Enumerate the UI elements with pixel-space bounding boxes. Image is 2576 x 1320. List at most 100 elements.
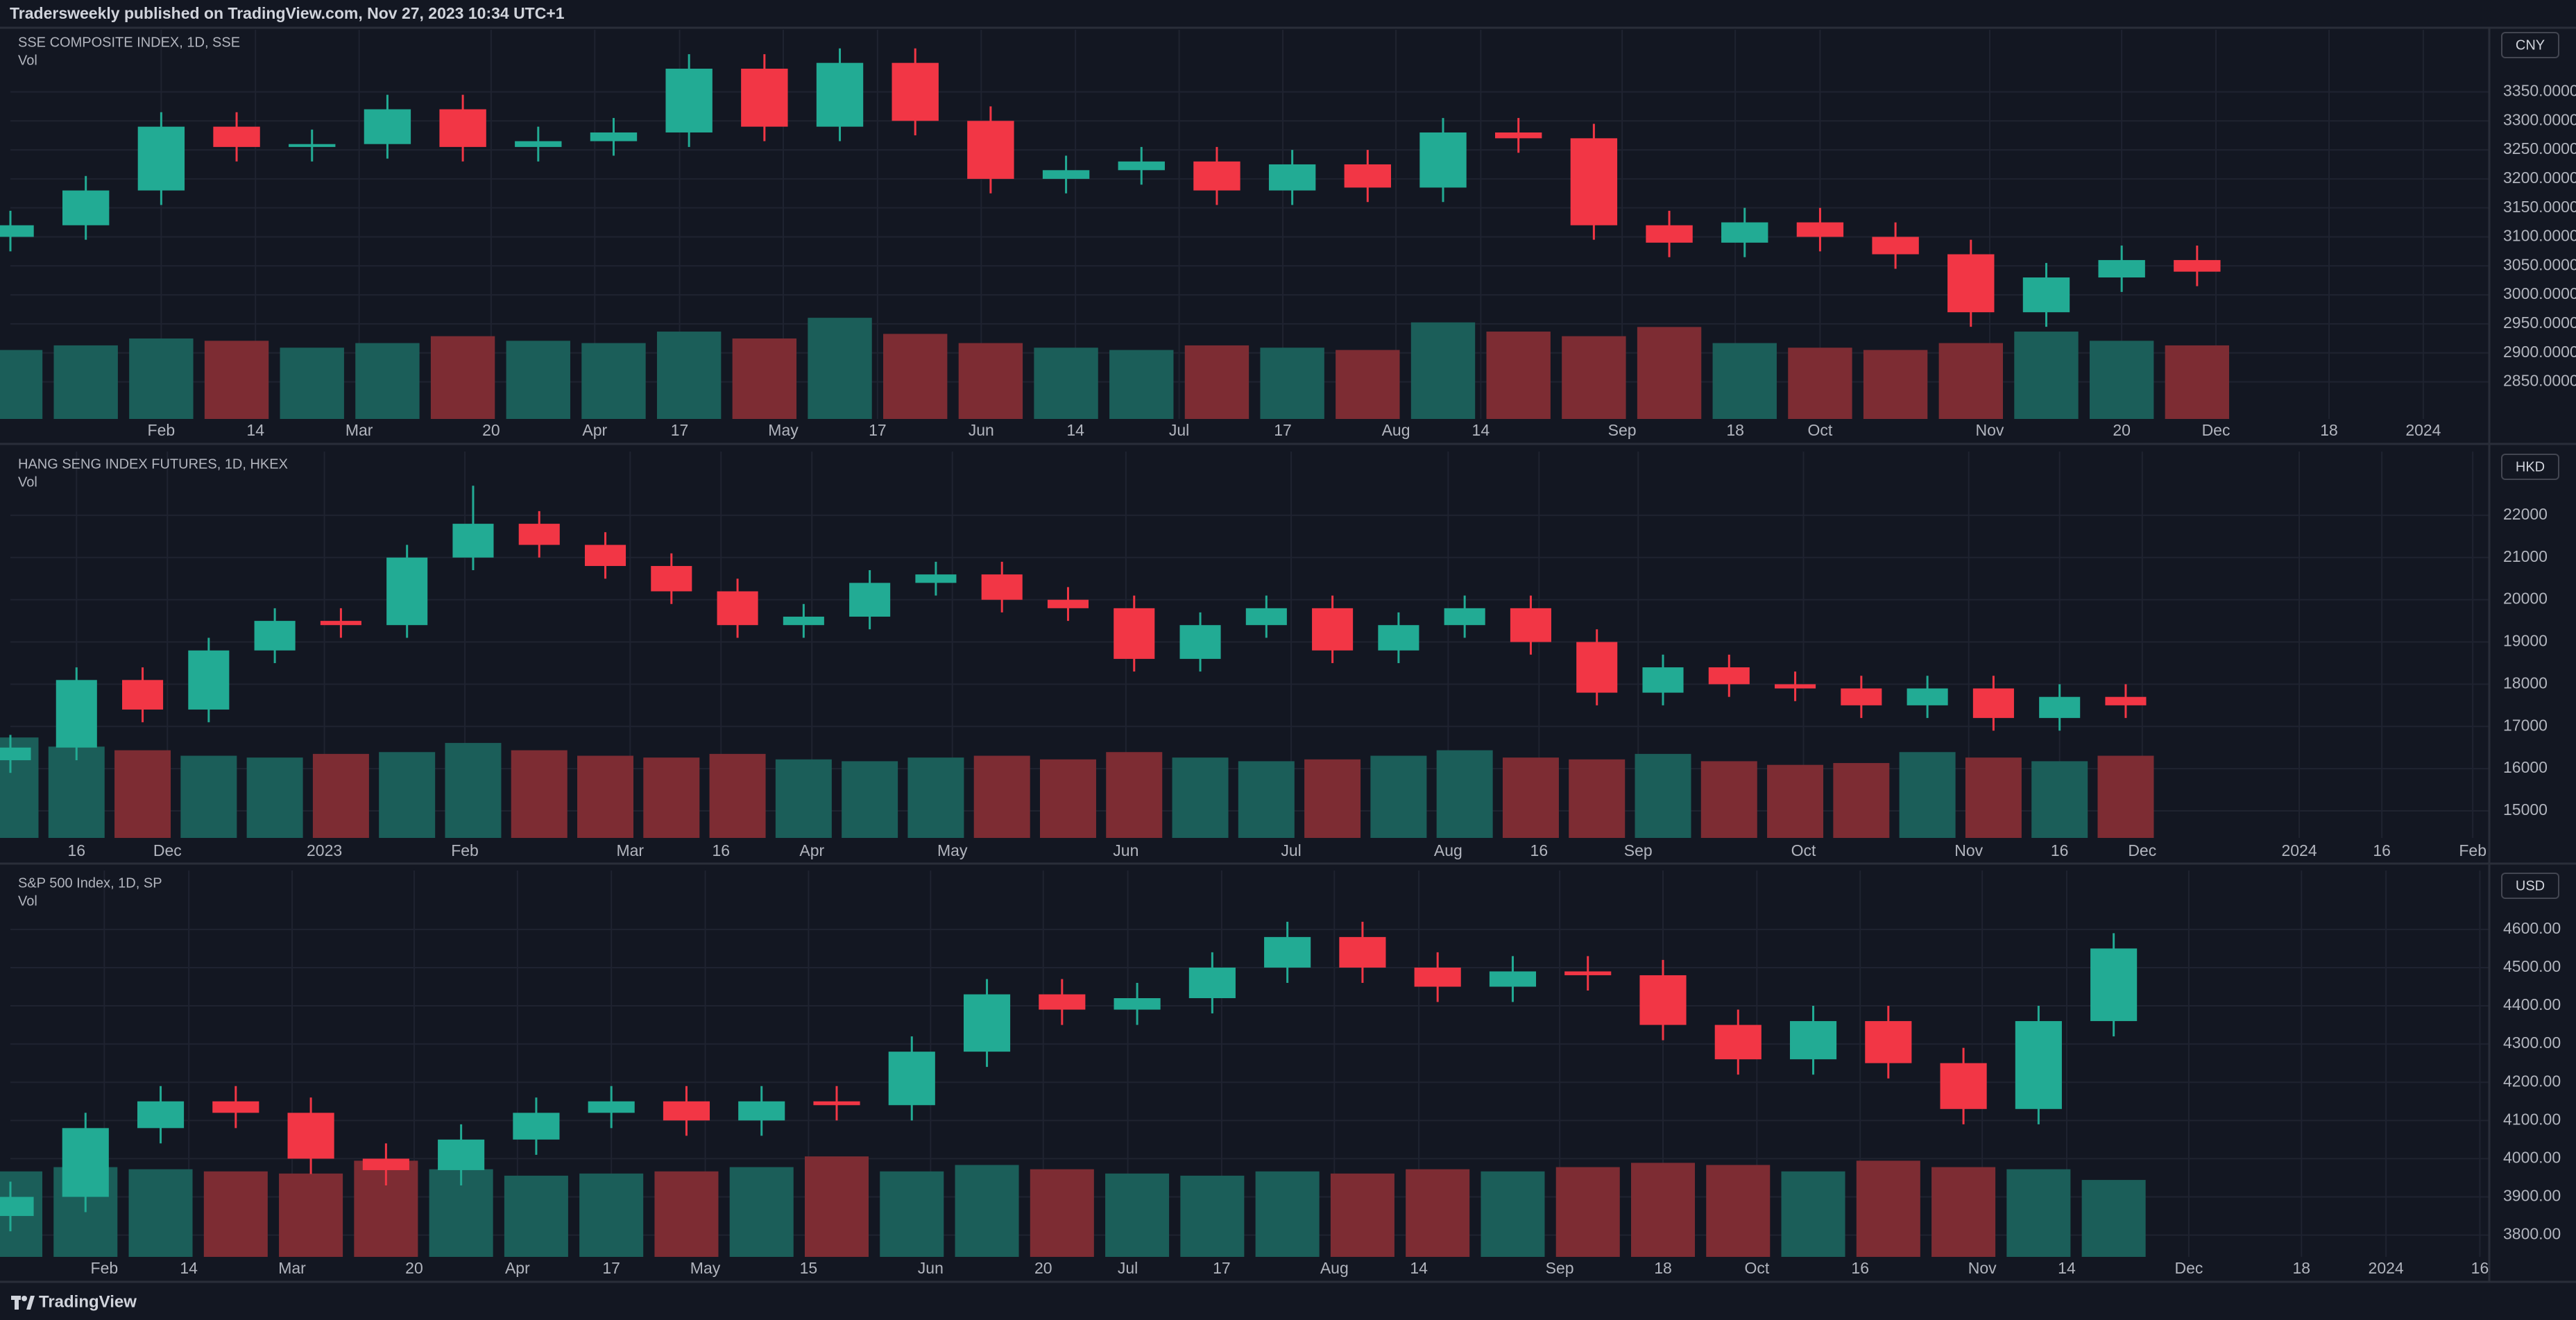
candle-body bbox=[1796, 222, 1844, 237]
header-text: Tradersweekly published on TradingView.c… bbox=[10, 4, 565, 22]
x-tick-label: 18 bbox=[1654, 1259, 1672, 1277]
x-tick-label: 16 bbox=[2051, 841, 2069, 859]
candle-body bbox=[439, 109, 486, 147]
candle-body bbox=[452, 524, 494, 558]
y-tick-label: 16000 bbox=[2503, 758, 2548, 776]
y-tick-label: 2900.0000 bbox=[2503, 343, 2576, 361]
y-tick-label: 3350.0000 bbox=[2503, 82, 2576, 100]
candle-body bbox=[1047, 599, 1089, 608]
y-tick-label: 21000 bbox=[2503, 547, 2548, 565]
volume-bar bbox=[1833, 763, 1890, 838]
volume-bar bbox=[955, 1165, 1019, 1257]
volume-bar bbox=[1637, 327, 1702, 419]
candle-body bbox=[741, 69, 788, 127]
candle-body bbox=[513, 1113, 560, 1140]
volume-bar bbox=[1555, 1167, 1620, 1257]
volume-bar bbox=[204, 341, 269, 419]
volume-bar bbox=[1502, 757, 1559, 838]
volume-bar bbox=[732, 338, 797, 419]
candle-body bbox=[1646, 225, 1693, 243]
x-tick-label: Feb bbox=[2459, 841, 2487, 859]
volume-bar bbox=[180, 755, 237, 838]
candle-body bbox=[2039, 696, 2081, 719]
volume-bar bbox=[808, 318, 872, 419]
x-tick-label: 14 bbox=[1472, 421, 1490, 439]
volume-bar bbox=[709, 753, 766, 838]
y-tick-label: 4300.00 bbox=[2503, 1034, 2561, 1052]
x-tick-label: 17 bbox=[602, 1259, 620, 1277]
candle-body bbox=[62, 190, 110, 225]
volume-bar bbox=[1406, 1169, 1470, 1257]
currency-box bbox=[2501, 454, 2559, 480]
candle-body bbox=[2090, 948, 2138, 1022]
candle-body bbox=[1414, 967, 1461, 987]
x-tick-label: 16 bbox=[2471, 1259, 2489, 1277]
candle-body bbox=[0, 747, 31, 760]
volume-bar bbox=[581, 343, 646, 419]
x-tick-label: Apr bbox=[582, 421, 607, 439]
candle-body bbox=[963, 994, 1011, 1052]
candle-body bbox=[1245, 608, 1287, 626]
x-tick-label: Jul bbox=[1281, 841, 1301, 859]
logo bbox=[11, 1296, 35, 1310]
volume-bar bbox=[1856, 1160, 1920, 1257]
candle-body bbox=[2174, 259, 2221, 272]
x-tick-label: 17 bbox=[1213, 1259, 1231, 1277]
candle-body bbox=[1721, 222, 1768, 243]
candle-body bbox=[1339, 936, 1386, 968]
candle-body bbox=[438, 1139, 485, 1170]
volume-bar bbox=[2089, 341, 2154, 419]
volume-bar bbox=[1304, 759, 1361, 838]
volume-bar bbox=[379, 752, 436, 838]
volume-bar bbox=[511, 750, 568, 838]
candle-body bbox=[1188, 967, 1236, 999]
x-tick-label: Jul bbox=[1118, 1259, 1138, 1277]
volume-bar bbox=[1106, 752, 1163, 838]
candle-body bbox=[651, 565, 692, 592]
y-tick-label: 2850.0000 bbox=[2503, 372, 2576, 390]
candle-body bbox=[2105, 696, 2147, 705]
pane-title: SSE COMPOSITE INDEX, 1D, SSE bbox=[18, 35, 240, 50]
candle-body bbox=[1865, 1021, 1912, 1063]
pane-title: S&P 500 Index, 1D, SP bbox=[18, 875, 162, 891]
candle-body bbox=[2022, 277, 2070, 313]
volume-bar bbox=[504, 1175, 568, 1257]
volume-bar bbox=[1630, 1163, 1696, 1257]
x-tick-label: Aug bbox=[1320, 1259, 1349, 1277]
x-tick-label: Nov bbox=[1954, 841, 1983, 859]
y-tick-label: 19000 bbox=[2503, 632, 2548, 650]
currency-label: CNY bbox=[2516, 37, 2545, 53]
x-tick-label: 18 bbox=[2293, 1259, 2311, 1277]
candle-body bbox=[62, 1128, 109, 1197]
candle-body bbox=[888, 1052, 935, 1106]
volume-bar bbox=[883, 334, 948, 419]
footer-brand: TradingView bbox=[39, 1292, 137, 1311]
volume-bar bbox=[279, 1173, 343, 1257]
candle-body bbox=[1193, 161, 1240, 191]
candle-body bbox=[1312, 608, 1354, 651]
candle-body bbox=[738, 1101, 785, 1121]
currency-label: HKD bbox=[2516, 459, 2545, 474]
volume-bar bbox=[2097, 755, 2154, 838]
volume-bar bbox=[312, 753, 369, 838]
volume-bar bbox=[203, 1171, 268, 1257]
candle-body bbox=[515, 141, 562, 147]
volume-bar bbox=[958, 343, 1023, 419]
currency-box bbox=[2501, 32, 2559, 58]
y-tick-label: 3200.0000 bbox=[2503, 169, 2576, 187]
y-tick-label: 17000 bbox=[2503, 716, 2548, 734]
currency-box bbox=[2501, 873, 2559, 899]
volume-bar bbox=[842, 761, 898, 838]
volume-bar bbox=[1184, 345, 1249, 419]
currency-label: USD bbox=[2516, 878, 2545, 893]
x-tick-label: Oct bbox=[1791, 841, 1816, 859]
x-tick-label: May bbox=[690, 1259, 721, 1277]
x-tick-label: Mar bbox=[346, 421, 373, 439]
candle-body bbox=[1118, 161, 1165, 171]
candle-body bbox=[122, 680, 164, 710]
y-tick-label: 3050.0000 bbox=[2503, 255, 2576, 273]
candle-body bbox=[1042, 170, 1090, 179]
volume-bar bbox=[1569, 759, 1626, 838]
x-tick-label: 2024 bbox=[2281, 841, 2317, 859]
